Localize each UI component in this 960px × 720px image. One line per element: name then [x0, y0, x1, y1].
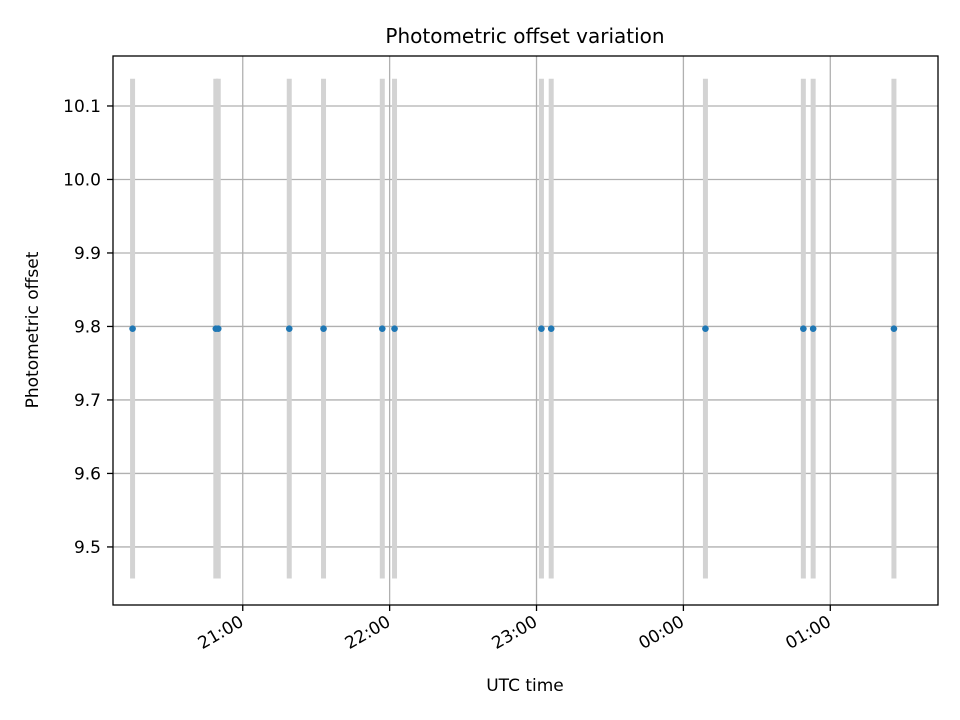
data-point — [129, 325, 136, 332]
y-tick-label: 10.1 — [63, 97, 101, 117]
error-bars — [130, 78, 897, 579]
grid — [113, 56, 938, 605]
y-tick-label: 9.9 — [74, 244, 101, 264]
data-point — [890, 325, 898, 332]
data-point — [285, 325, 293, 332]
plot-frame — [112, 55, 939, 606]
chart-title: Photometric offset variation — [385, 24, 664, 48]
data-point — [547, 325, 555, 332]
data-point — [214, 325, 222, 332]
x-tick-label: 00:00 — [635, 612, 687, 654]
data-point — [391, 325, 398, 332]
y-tick-label: 9.8 — [74, 317, 101, 337]
x-axis: 21:00 22:00 23:00 00:00 01:00 — [195, 605, 835, 654]
x-tick-label: 01:00 — [782, 612, 834, 654]
x-tick-label: 23:00 — [489, 612, 541, 654]
data-point — [378, 325, 386, 332]
y-axis: 9.5 9.6 9.7 9.8 9.9 10.0 10.1 — [63, 97, 113, 558]
y-tick-label: 9.7 — [74, 391, 101, 411]
data-point — [809, 325, 817, 332]
y-tick-label: 9.5 — [74, 538, 101, 558]
data-point — [538, 325, 545, 332]
y-tick-label: 10.0 — [63, 170, 101, 190]
y-axis-label: Photometric offset — [23, 251, 43, 408]
data-points — [129, 325, 898, 332]
data-point — [800, 325, 807, 332]
x-tick-label: 21:00 — [195, 612, 247, 654]
data-point — [320, 325, 327, 332]
x-tick-label: 22:00 — [342, 612, 394, 654]
y-tick-label: 9.6 — [74, 464, 101, 484]
x-axis-label: UTC time — [486, 676, 564, 696]
data-point — [702, 325, 709, 332]
